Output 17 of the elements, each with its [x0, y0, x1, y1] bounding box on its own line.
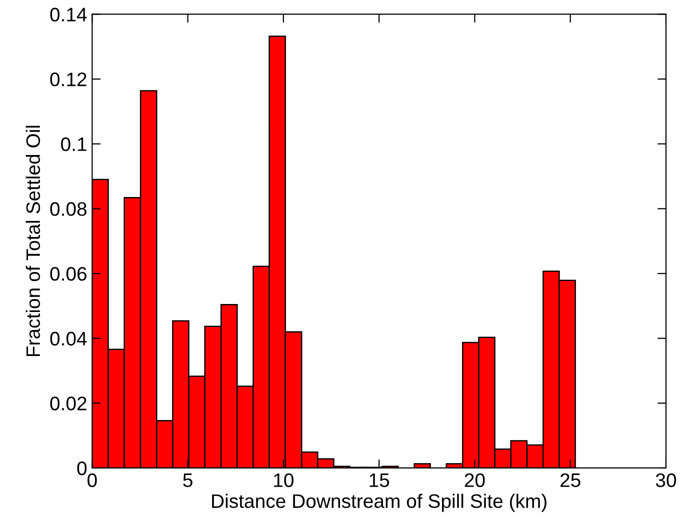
y-tick-label: 0.14: [50, 8, 87, 22]
y-tick-label: 0.06: [50, 266, 86, 281]
y-tick-label: 0.02: [50, 396, 86, 410]
x-axis-title: Distance Downstream of Spill Site (km): [212, 494, 546, 512]
y-tick-label: 0.04: [50, 332, 87, 346]
x-tick-label: 0: [88, 473, 97, 488]
x-tick-label: 15: [370, 474, 390, 488]
y-axis-title: Fraction of Total Settled Oil: [26, 126, 40, 356]
y-tick-label: 0.08: [50, 202, 86, 216]
y-tick-label: 0.1: [61, 137, 86, 152]
x-tick-label: 20: [464, 473, 485, 488]
x-tick-label: 30: [656, 473, 676, 488]
x-tick-label: 5: [183, 474, 192, 488]
y-tick-label: 0: [77, 461, 87, 476]
x-tick-label: 25: [560, 473, 580, 488]
x-tick-label: 10: [274, 473, 294, 488]
y-tick-label: 0.12: [50, 72, 86, 86]
